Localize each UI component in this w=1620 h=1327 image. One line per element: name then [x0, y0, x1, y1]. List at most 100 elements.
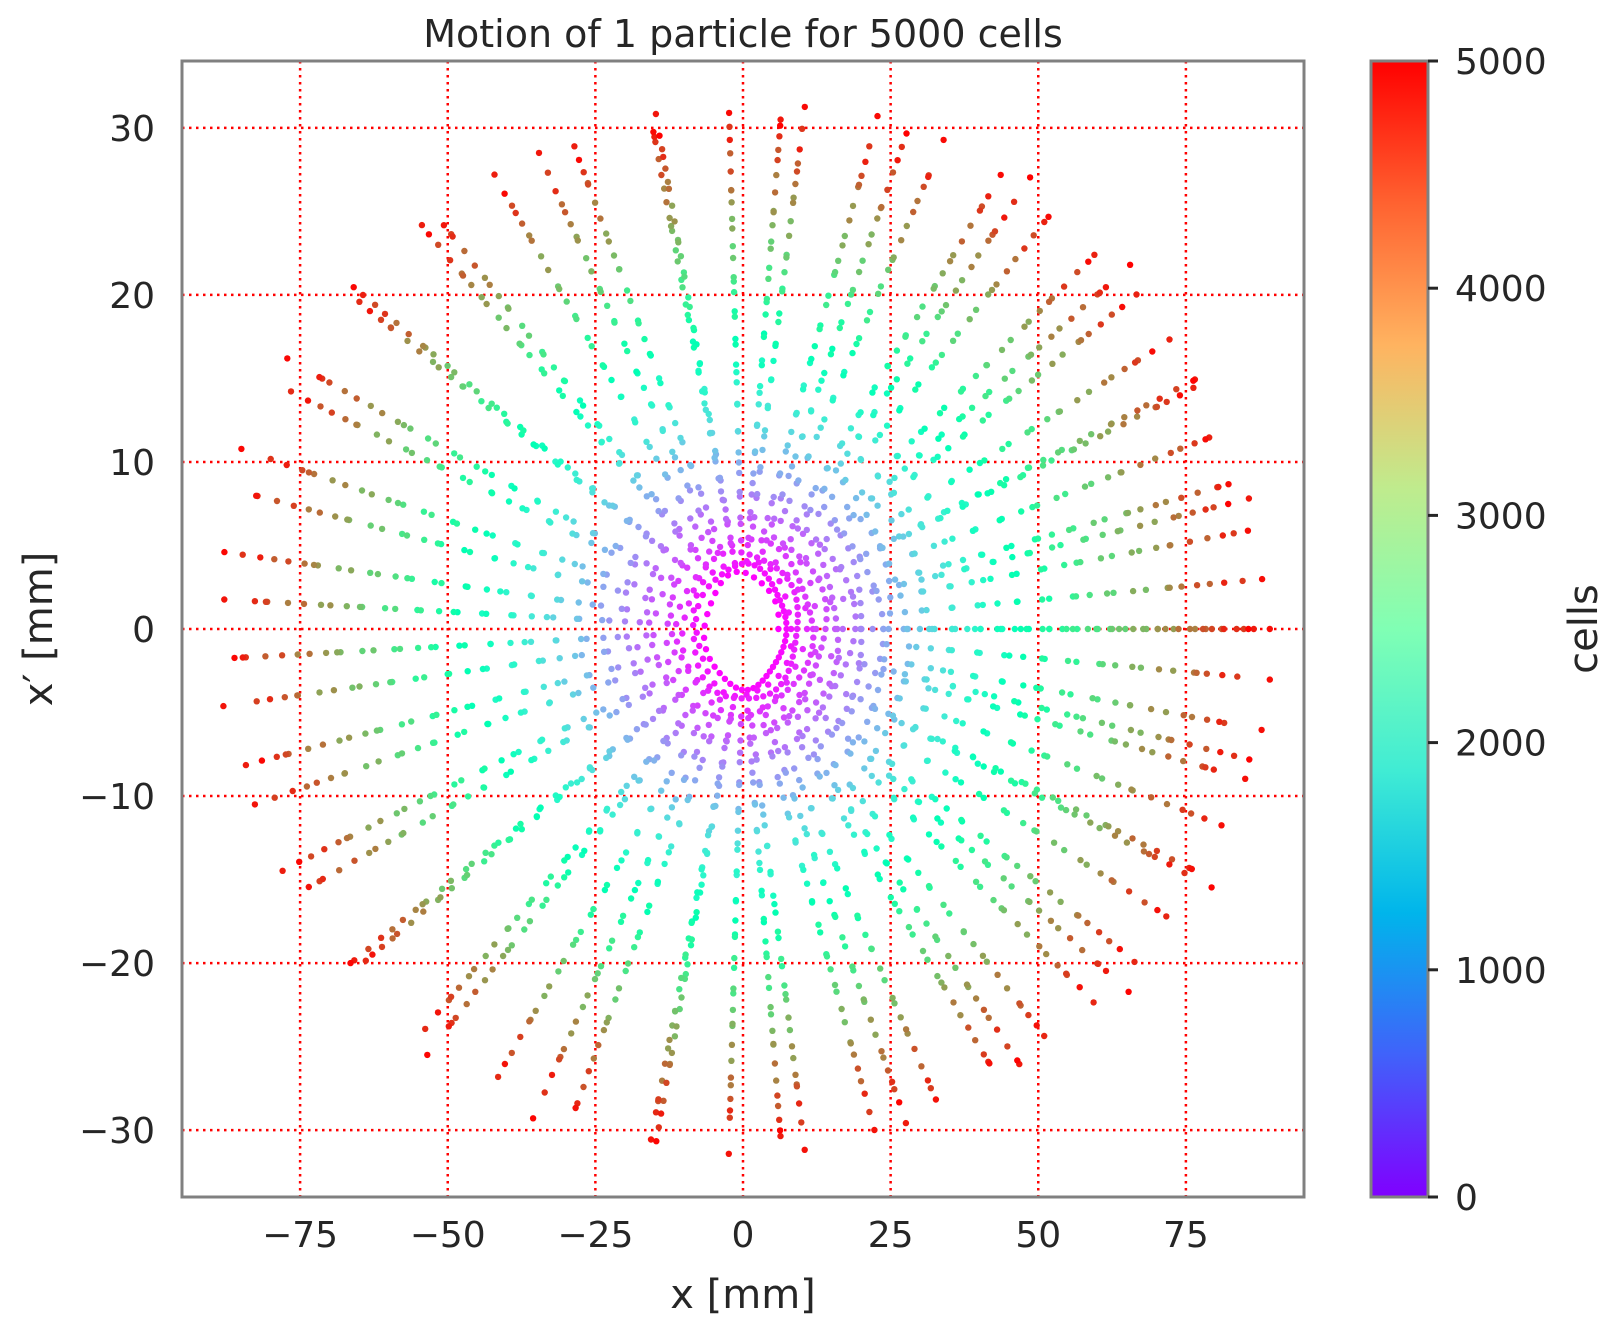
scatter-point — [850, 831, 858, 838]
scatter-point — [812, 662, 820, 669]
scatter-point — [1008, 883, 1015, 890]
scatter-point — [1219, 532, 1227, 539]
scatter-point — [271, 556, 278, 563]
scatter-point — [1239, 577, 1246, 585]
scatter-point — [569, 691, 577, 698]
scatter-point — [767, 561, 774, 568]
scatter-point — [434, 540, 442, 547]
scatter-point — [934, 313, 941, 321]
scatter-point — [764, 404, 771, 412]
scatter-point — [664, 620, 671, 627]
scatter-point — [790, 194, 797, 201]
scatter-point — [981, 858, 989, 865]
scatter-point — [767, 868, 774, 875]
scatter-point — [868, 772, 875, 780]
scatter-point — [710, 803, 717, 810]
scatter-point — [976, 207, 984, 214]
scatter-point — [682, 970, 689, 978]
scatter-point — [622, 589, 630, 596]
scatter-point — [1041, 1032, 1048, 1040]
scatter-point — [1094, 960, 1102, 967]
scatter-point — [895, 581, 903, 589]
scatter-point — [546, 699, 553, 706]
scatter-point — [672, 247, 679, 254]
scatter-point — [1077, 856, 1084, 864]
scatter-point — [283, 461, 290, 469]
scatter-point — [1152, 455, 1159, 462]
scatter-point — [849, 543, 856, 550]
scatter-point — [823, 572, 831, 580]
scatter-point — [1099, 531, 1106, 538]
scatter-point — [420, 508, 428, 515]
scatter-point — [588, 539, 595, 547]
scatter-point — [642, 594, 649, 602]
scatter-point — [1119, 303, 1126, 311]
scatter-point — [840, 595, 847, 603]
scatter-point — [771, 738, 779, 746]
scatter-point — [944, 507, 951, 514]
scatter-point — [828, 493, 836, 500]
scatter-point — [541, 992, 548, 1000]
scatter-point — [857, 515, 864, 523]
scatter-point — [1114, 828, 1122, 835]
scatter-point — [647, 805, 654, 813]
scatter-point — [718, 571, 726, 578]
scatter-point — [493, 404, 500, 411]
y-tick-label: −20 — [79, 944, 155, 985]
scatter-point — [990, 693, 998, 700]
scatter-point — [505, 305, 512, 312]
scatter-point — [861, 661, 868, 668]
scatter-point — [1122, 625, 1129, 633]
scatter-point — [1109, 722, 1116, 729]
scatter-point — [535, 149, 543, 157]
scatter-point — [985, 291, 992, 298]
scatter-point — [668, 843, 675, 850]
scatter-point — [753, 828, 761, 835]
scatter-point — [486, 281, 493, 288]
scatter-point — [768, 521, 775, 528]
scatter-point — [868, 495, 876, 502]
scatter-point — [387, 679, 394, 686]
scatter-point — [1129, 835, 1136, 842]
y-tick-label: 10 — [109, 443, 155, 484]
scatter-point — [510, 751, 517, 758]
scatter-point — [412, 906, 419, 913]
scatter-point — [816, 325, 823, 333]
scatter-point — [717, 488, 725, 495]
scatter-point — [472, 988, 479, 995]
scatter-point — [401, 805, 408, 813]
scatter-point — [986, 388, 993, 396]
scatter-point — [567, 780, 575, 787]
scatter-point — [785, 814, 793, 821]
scatter-point — [1047, 917, 1055, 924]
scatter-point — [770, 892, 777, 899]
scatter-point — [1059, 351, 1066, 358]
scatter-point — [803, 880, 811, 887]
y-tick-label: 0 — [132, 610, 155, 651]
scatter-point — [657, 1110, 665, 1117]
scatter-point — [1061, 561, 1068, 569]
scatter-point — [660, 737, 667, 745]
scatter-point — [606, 617, 613, 624]
scatter-point — [765, 275, 772, 282]
scatter-point — [980, 728, 987, 735]
scatter-point — [714, 792, 721, 799]
scatter-point — [786, 497, 793, 504]
scatter-point — [403, 532, 411, 539]
scatter-point — [744, 686, 751, 694]
scatter-point — [902, 1026, 910, 1033]
scatter-point — [1202, 436, 1209, 443]
scatter-point — [317, 403, 324, 410]
scatter-point — [730, 694, 738, 701]
scatter-point — [702, 561, 710, 568]
scatter-point — [677, 466, 684, 474]
scatter-point — [736, 749, 744, 756]
scatter-point — [839, 242, 846, 249]
scatter-point — [414, 644, 422, 652]
scatter-point — [1126, 261, 1134, 268]
scatter-point — [790, 1054, 797, 1062]
scatter-point — [672, 419, 679, 427]
scatter-point — [696, 764, 703, 771]
scatter-point — [844, 890, 851, 898]
scatter-point — [668, 1049, 676, 1057]
